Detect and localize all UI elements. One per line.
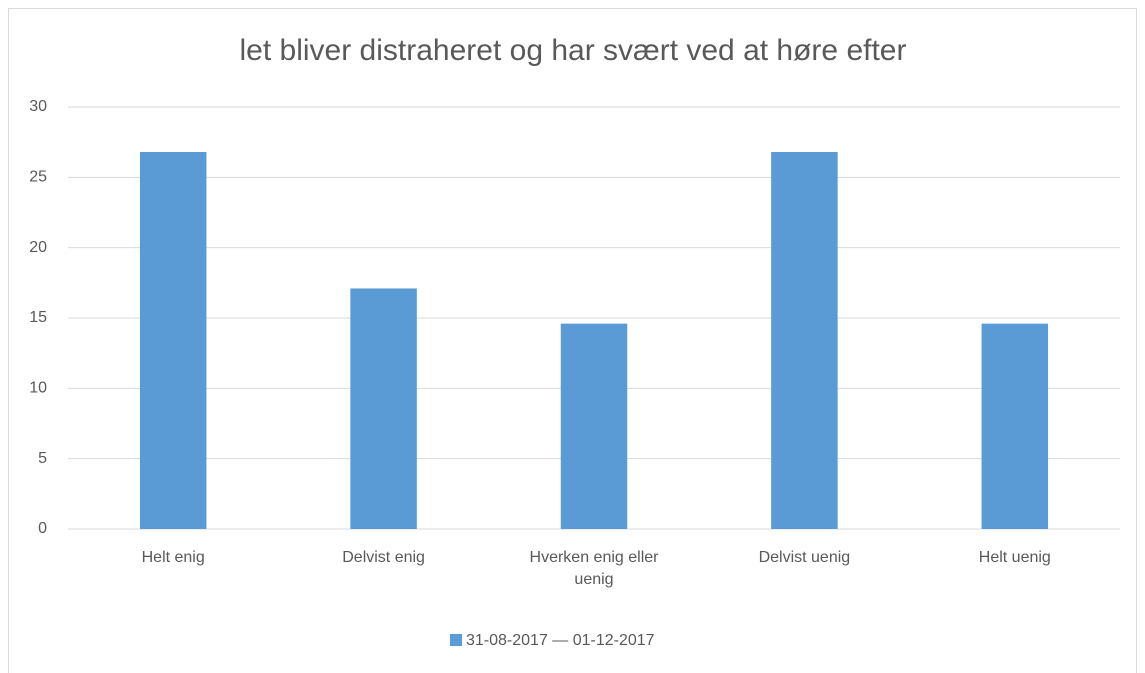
y-tick-label: 25 — [29, 169, 47, 186]
bar — [350, 288, 417, 529]
y-tick-label: 30 — [29, 98, 47, 115]
x-tick-label: Delvist uenig — [758, 549, 851, 566]
y-tick-label: 5 — [38, 450, 47, 467]
legend-swatch — [450, 634, 462, 646]
chart-border — [8, 8, 1137, 673]
bar — [560, 323, 628, 529]
legend-label: 31-08-2017 — 01-12-2017 — [466, 632, 655, 649]
x-tick-label: Helt enig — [141, 549, 205, 566]
x-tick-label: Delvist enig — [342, 549, 425, 566]
chart-title: let bliver distraheret og har svært ved … — [240, 34, 907, 67]
y-tick-label: 15 — [29, 309, 47, 326]
y-tick-label: 10 — [29, 380, 47, 397]
bar — [981, 323, 1049, 529]
x-tick-label: Helt uenig — [978, 549, 1051, 566]
y-tick-label: 0 — [38, 520, 47, 537]
bar — [139, 152, 207, 529]
x-tick-label: Hverken enig eller uenig — [529, 549, 659, 588]
y-tick-label: 20 — [29, 239, 47, 256]
bar — [771, 152, 838, 529]
